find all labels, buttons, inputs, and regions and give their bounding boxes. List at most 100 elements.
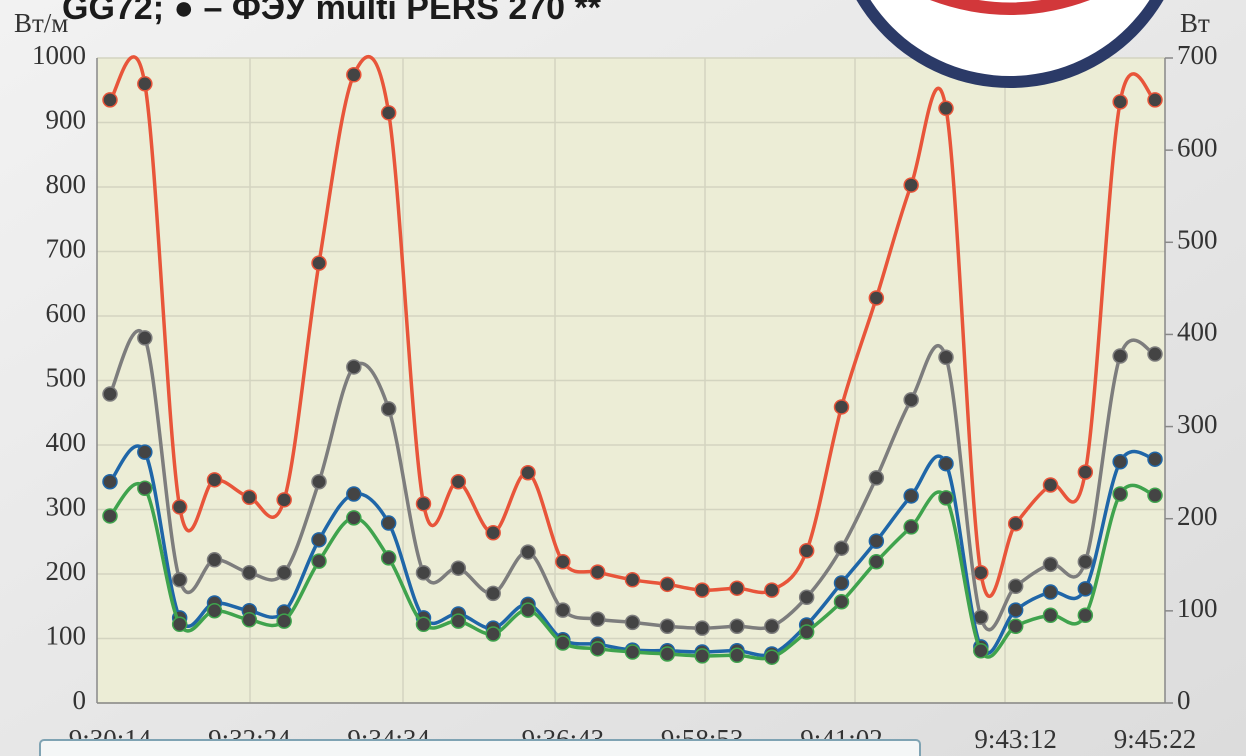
data-point [903,488,919,504]
data-point [171,572,188,588]
data-point [798,543,815,559]
y-tick-label: 1000 [32,40,86,70]
data-point [659,618,676,634]
data-point [171,616,188,633]
data-point [1077,581,1094,597]
logo-emblem [930,0,1090,15]
caption-box [39,739,921,756]
data-point [624,572,641,588]
y2-tick-label: 700 [1177,40,1218,70]
data-point [520,464,536,481]
series-line [108,55,1156,598]
data-point [555,635,571,651]
data-point [764,618,780,634]
chart-title: GG72; ● – ФЭУ multi PERS 270 ** [62,0,602,27]
data-point [1112,486,1128,502]
data-point [1007,578,1024,595]
data-point [938,490,954,506]
logo-face [870,0,1150,76]
data-point [380,515,397,531]
data-point [1042,607,1059,624]
data-point [206,603,223,619]
data-point [1077,553,1094,570]
data-point [1112,348,1128,364]
data-point [137,330,153,346]
data-point [276,613,292,629]
data-point [903,519,919,535]
y-tick-label: 0 [73,685,87,715]
data-point [311,474,327,490]
data-point [171,499,188,515]
data-point [764,582,780,598]
data-point [694,648,710,664]
data-point [555,553,571,570]
y2-tick-label: 500 [1177,224,1218,254]
data-point [520,544,536,560]
logo [856,0,1164,88]
data-point [833,540,850,556]
y-tick-label: 700 [46,234,87,264]
data-point [589,611,606,627]
data-point [1077,607,1094,624]
data-point [1007,618,1024,634]
data-point [938,455,954,472]
data-point [346,359,362,375]
data-point [1077,464,1094,480]
series-group [102,55,1163,665]
data-point [415,495,432,512]
data-point [868,470,885,486]
data-point [346,67,362,83]
y2-tick-label: 400 [1177,317,1218,347]
data-point [938,100,954,117]
y2-tick-label: 300 [1177,409,1218,439]
data-point [206,552,223,568]
data-point [450,560,467,576]
data-point [380,401,397,417]
data-point [450,474,467,490]
y2-tick-label: 0 [1177,685,1191,715]
x-tick-label: 9:45:22 [1114,724,1197,754]
data-point [137,480,153,496]
data-point [624,644,641,660]
data-point [1007,602,1024,618]
y-axis-label: Вт/м [14,8,68,38]
data-point [485,585,501,602]
y2-tick-label: 100 [1177,593,1218,623]
data-point [729,647,745,664]
data-point [276,492,292,508]
data-point [102,508,118,524]
data-point [1147,92,1163,108]
data-point [415,564,432,581]
data-point [868,553,885,570]
data-point [1042,584,1059,600]
data-point [938,349,954,366]
data-point [380,550,397,566]
data-point [1147,346,1163,362]
data-point [241,564,258,581]
y-tick-label: 300 [46,492,87,522]
y-tick-label: 100 [46,621,87,651]
y-tick-label: 200 [46,556,87,586]
data-point [137,444,153,460]
data-point [868,533,885,549]
data-point [276,564,292,581]
data-point [137,76,153,92]
y2-tick-label: 200 [1177,501,1218,531]
data-point [380,105,397,121]
data-point [694,620,710,636]
y2-tick-label: 600 [1177,132,1218,162]
data-point [206,472,223,488]
data-point [485,524,501,541]
data-point [589,641,606,657]
data-point [311,532,327,548]
data-point [102,474,118,490]
data-point [1147,451,1163,467]
y2-axis-label: Вт [1180,8,1210,38]
data-point [1147,487,1163,504]
data-point [102,386,118,402]
data-point [729,580,745,596]
data-point [833,575,850,591]
data-point [1112,94,1128,110]
y-tick-label: 800 [46,169,87,199]
data-point [694,582,710,598]
